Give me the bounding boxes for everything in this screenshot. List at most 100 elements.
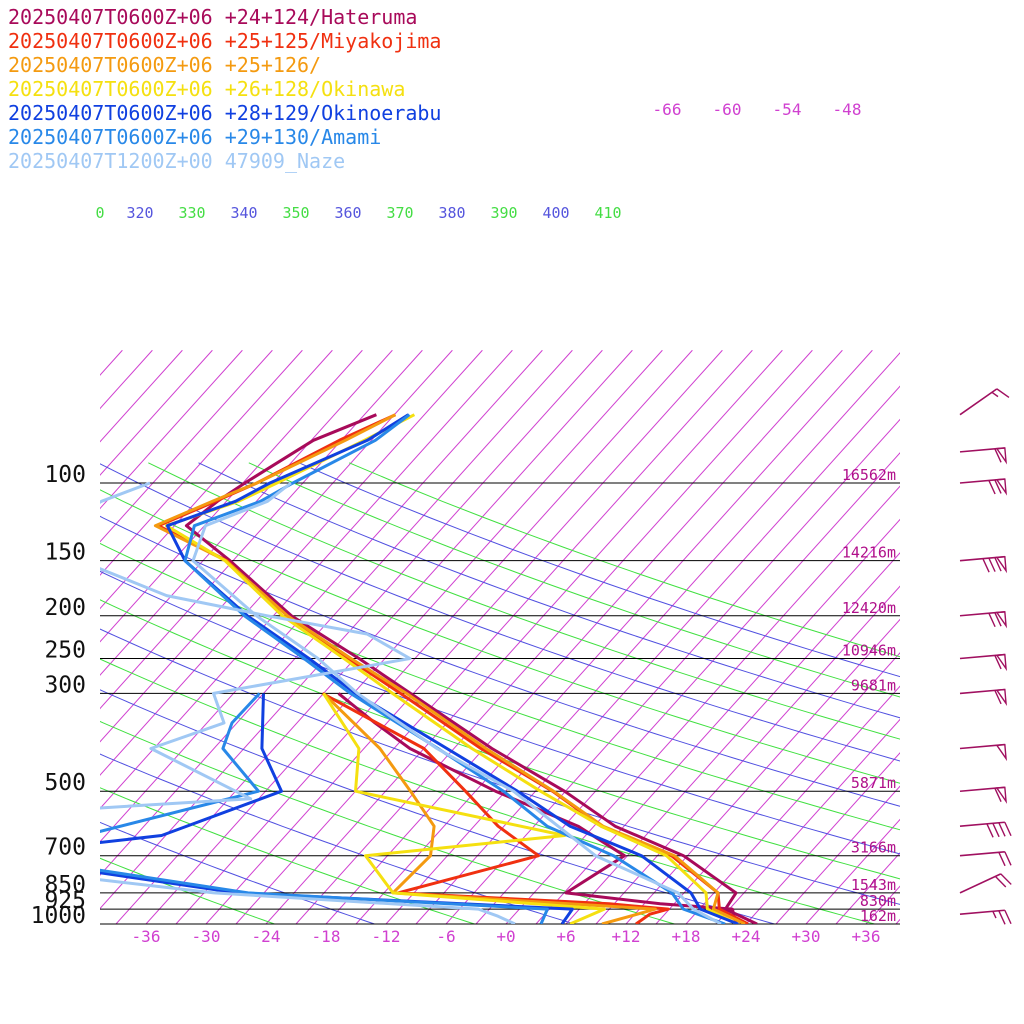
dewpoint-profile (337, 692, 738, 924)
wind-barb (959, 478, 1007, 496)
barb-full (1000, 873, 1012, 885)
temperature-profile (165, 413, 739, 924)
barb-full (1004, 821, 1012, 837)
isotherm-line (235, 349, 753, 924)
barb-flag (995, 555, 1007, 574)
isotherm-line (295, 349, 813, 924)
temperature-tick-label: -30 (192, 927, 221, 946)
wind-barb (959, 653, 1007, 672)
barb-full (1004, 909, 1012, 925)
height-label: 9681m (851, 676, 896, 694)
isotherm-line (100, 349, 543, 843)
legend: 20250407T0600Z+06 +24+124/Hateruma202504… (8, 5, 441, 173)
isotherm-line (175, 349, 693, 924)
theta-e-curve (100, 720, 677, 924)
pressure-label: 250 (44, 637, 86, 663)
barb-full (982, 558, 990, 573)
isotherm-line (595, 585, 900, 924)
barb-half (991, 391, 999, 398)
barb-full (994, 612, 1002, 627)
isotherm-line (385, 352, 900, 924)
sounding-profiles (100, 413, 758, 924)
temperature-tick-label: +36 (852, 927, 881, 946)
isotherm-line (745, 752, 900, 924)
isotherm-line (0, 350, 2, 924)
barb-flag (995, 653, 1007, 672)
legend-entry: 20250407T0600Z+06 +25+125/Miyakojima (8, 29, 441, 53)
barb-full (998, 851, 1006, 867)
wind-barbs (959, 388, 1012, 925)
isotherm-line (100, 349, 483, 776)
legend-entry: 20250407T0600Z+06 +24+124/Hateruma (8, 5, 417, 29)
isotherm-line (685, 685, 900, 924)
isotherm-line (325, 349, 843, 924)
temperature-tick-label: -12 (372, 927, 401, 946)
theta-e-label: 410 (594, 204, 621, 222)
wind-barb (959, 873, 1012, 894)
pressure-label: 100 (44, 462, 86, 488)
pressure-label: 925 (44, 888, 86, 914)
barb-full (1004, 851, 1012, 866)
isotherm-lines (0, 349, 1024, 924)
legend-entry: 20250407T0600Z+06 +29+130/Amami (8, 125, 381, 149)
barb-full (994, 690, 1002, 705)
height-label: 162m (860, 907, 896, 925)
legend-entry: 20250407T1200Z+00 47909_Naze (8, 149, 345, 173)
barb-full (992, 822, 1000, 838)
pressure-label: 150 (44, 540, 86, 566)
barb-staff (959, 821, 1005, 827)
isotherm-top-label: -54 (773, 100, 802, 119)
pressure-label: 850 (44, 872, 86, 898)
isotherm-line (265, 349, 783, 924)
wind-barb (959, 909, 1012, 925)
isotherm-top-label: -48 (833, 100, 862, 119)
isotherm-line (895, 918, 900, 924)
barb-full (994, 787, 1002, 802)
wind-barb (959, 388, 1010, 416)
pressure-label: 500 (44, 770, 86, 796)
barb-full (996, 388, 1010, 399)
wind-barb (959, 850, 1012, 867)
legend-entry: 20250407T0600Z+06 +26+128/Okinawa (8, 77, 405, 101)
isotherm-line (100, 349, 603, 910)
wind-barb (959, 688, 1007, 707)
isotherm-line (205, 349, 723, 924)
isotherm-line (805, 818, 900, 924)
axis-labels: 100 16562m 150 14216m 200 12420m 250 10946m 300 9… (31, 100, 896, 946)
isotherm-line (100, 349, 303, 576)
isotherm-line (775, 785, 900, 924)
barb-full (988, 480, 996, 495)
temperature-tick-label: -6 (436, 927, 455, 946)
theta-e-curve (100, 821, 377, 924)
height-label: 830m (860, 892, 896, 910)
temperature-tick-label: -24 (252, 927, 281, 946)
barb-full (998, 822, 1006, 837)
theta-e-curve (100, 857, 277, 924)
barb-full (994, 479, 1002, 494)
height-label: 16562m (842, 466, 896, 484)
isotherm-line (100, 349, 183, 443)
isotherm-line (1016, 350, 1024, 924)
barb-flag (995, 611, 1007, 629)
theta-e-label: 390 (490, 204, 517, 222)
dewpoint-profile (100, 481, 516, 924)
isotherm-line (625, 618, 900, 924)
barb-flag (995, 743, 1007, 762)
isotherm-line (100, 349, 513, 810)
theta-e-label: 350 (282, 204, 309, 222)
isotherm-line (655, 652, 900, 924)
wind-barb (959, 786, 1007, 804)
isotherm-line (100, 349, 243, 510)
barb-staff (959, 388, 998, 416)
isotherm-line (986, 350, 1024, 924)
height-label: 1543m (851, 876, 896, 894)
isotherm-line (715, 718, 900, 924)
pressure-label: 1000 (31, 903, 86, 929)
dewpoint-profile (322, 692, 657, 924)
temperature-tick-label: +30 (792, 927, 821, 946)
height-label: 5871m (851, 774, 896, 792)
temperature-tick-label: -18 (312, 927, 341, 946)
height-label: 12420m (842, 599, 896, 617)
temperature-tick-label: +6 (556, 927, 575, 946)
